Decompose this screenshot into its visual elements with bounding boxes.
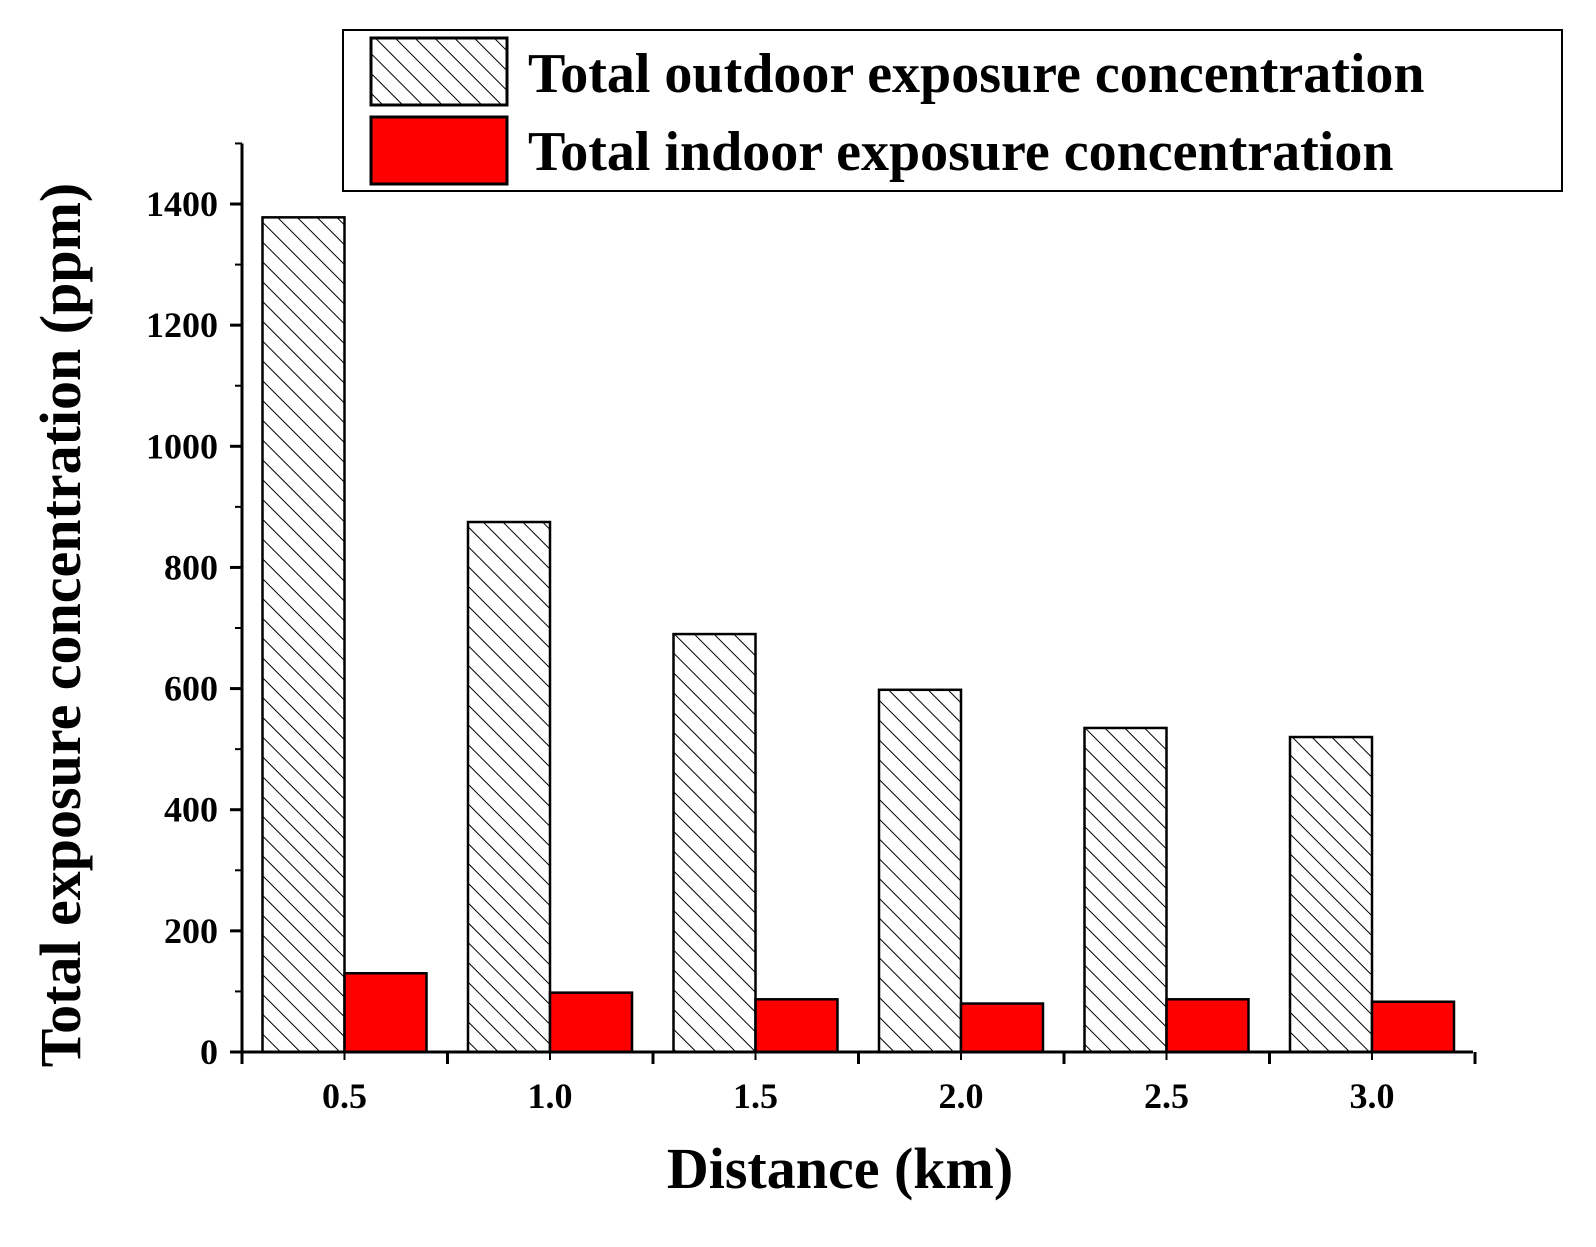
y-axis-title: Total exposure concentration (ppm) bbox=[28, 183, 93, 1068]
bar-indoor-0.5 bbox=[343, 972, 428, 1054]
y-tick-label-400: 400 bbox=[164, 790, 218, 830]
x-axis-title: Distance (km) bbox=[667, 1136, 1013, 1201]
x-tick-label-3.0: 3.0 bbox=[1350, 1076, 1395, 1116]
bar-outdoor-0.5 bbox=[261, 216, 346, 1054]
bar-indoor-2.5 bbox=[1165, 998, 1250, 1054]
x-tick-label-2.5: 2.5 bbox=[1144, 1076, 1189, 1116]
legend: Total outdoor exposure concentration Tot… bbox=[342, 29, 1563, 192]
legend-swatch-indoor bbox=[369, 115, 509, 186]
y-tick-label-200: 200 bbox=[164, 911, 218, 951]
x-tick-label-2.0: 2.0 bbox=[939, 1076, 984, 1116]
legend-swatch-outdoor bbox=[369, 36, 509, 107]
bar-outdoor-1.0 bbox=[466, 520, 552, 1054]
bar-outdoor-2.5 bbox=[1083, 726, 1168, 1054]
bar-indoor-2.0 bbox=[959, 1002, 1045, 1054]
bar-outdoor-2.0 bbox=[877, 688, 963, 1054]
legend-label-outdoor: Total outdoor exposure concentration bbox=[528, 43, 1425, 105]
bar-indoor-1.5 bbox=[754, 998, 839, 1054]
y-tick-label-800: 800 bbox=[164, 547, 218, 587]
bar-indoor-3.0 bbox=[1370, 1000, 1456, 1054]
bar-indoor-1.0 bbox=[548, 991, 634, 1054]
bar-outdoor-1.5 bbox=[672, 632, 757, 1054]
legend-box bbox=[342, 29, 1563, 192]
y-tick-label-1400: 1400 bbox=[146, 184, 218, 224]
y-tick-label-1000: 1000 bbox=[146, 426, 218, 466]
y-tick-label-1200: 1200 bbox=[146, 305, 218, 345]
x-tick-label-0.5: 0.5 bbox=[322, 1076, 367, 1116]
x-tick-label-1.5: 1.5 bbox=[733, 1076, 778, 1116]
y-tick-label-600: 600 bbox=[164, 669, 218, 709]
bar-outdoor-3.0 bbox=[1288, 735, 1374, 1054]
y-tick-label-0: 0 bbox=[200, 1032, 218, 1072]
x-tick-label-1.0: 1.0 bbox=[528, 1076, 573, 1116]
legend-label-indoor: Total indoor exposure concentration bbox=[528, 121, 1393, 183]
